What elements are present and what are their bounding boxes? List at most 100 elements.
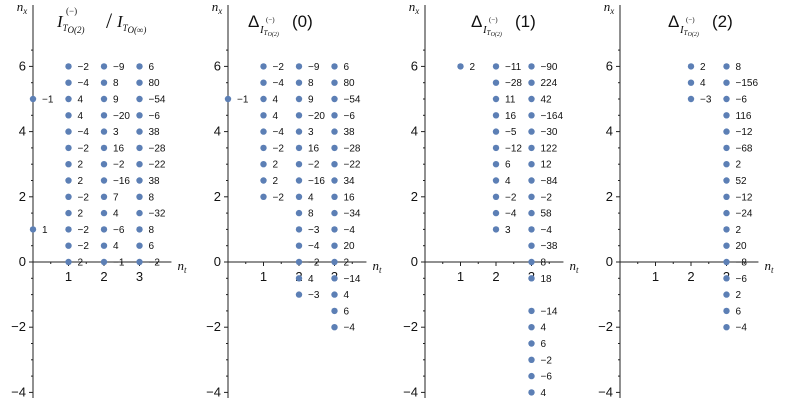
data-label: 4 [541, 323, 547, 334]
data-label: −3 [308, 290, 320, 301]
data-point [100, 177, 108, 184]
data-label: 42 [541, 95, 553, 106]
data-point [528, 177, 535, 184]
data-point [295, 161, 303, 168]
data-point [723, 193, 730, 200]
data-point [331, 161, 338, 168]
data-label: 3 [505, 225, 511, 236]
data-point [528, 372, 535, 380]
data-point [528, 258, 535, 266]
data-label: 80 [344, 78, 356, 89]
data-label: −5 [505, 127, 517, 138]
data-point [687, 63, 695, 70]
data-label: 7 [113, 192, 119, 203]
data-point [528, 144, 535, 152]
data-label: 9 [308, 95, 314, 106]
data-label: 3 [308, 127, 314, 138]
data-label: 4 [113, 209, 119, 220]
data-label: −12 [505, 143, 522, 154]
data-point [331, 193, 338, 200]
y-tick-label: 2 [19, 189, 26, 204]
data-label: 2 [470, 62, 476, 73]
data-point [136, 242, 143, 249]
data-point [65, 63, 72, 70]
data-point [100, 144, 108, 152]
data-point [528, 63, 535, 70]
svg-text:ITO(2): ITO(2) [679, 24, 699, 38]
data-label: −1 [42, 95, 54, 106]
svg-text:(−): (−) [686, 16, 695, 24]
data-label: −2 [78, 225, 90, 236]
data-point [528, 209, 535, 217]
x-axis-label: nt [764, 258, 774, 275]
x-tick-label: 2 [492, 269, 499, 284]
data-point [492, 226, 500, 233]
y-tick-label: 4 [19, 124, 26, 139]
data-label: 116 [736, 111, 752, 122]
data-label: −22 [344, 160, 361, 171]
data-point [65, 128, 72, 135]
data-point [723, 112, 730, 119]
data-point [492, 177, 500, 184]
data-point [492, 209, 500, 217]
data-point [260, 177, 267, 184]
data-point [136, 95, 143, 103]
data-label: 4 [308, 192, 314, 203]
data-label: −2 [78, 62, 90, 73]
data-point [687, 95, 695, 103]
data-point [295, 226, 303, 233]
panel-1-title: ITO(2) (−) / ITO(∞) [56, 6, 146, 35]
data-point [260, 128, 267, 135]
x-tick-label: 1 [457, 269, 464, 284]
data-label: −4 [273, 127, 285, 138]
y-tick-label: 4 [411, 124, 418, 139]
data-label: −3 [700, 95, 712, 106]
data-point [723, 226, 730, 233]
data-point [295, 79, 303, 86]
panel-3-title: Δ ITO(2) (−) (1) [471, 12, 536, 38]
data-label: −4 [344, 225, 356, 236]
data-point [528, 128, 535, 135]
data-label: −4 [344, 323, 356, 334]
y-tick-label: −2 [206, 319, 221, 334]
data-label: −2 [308, 160, 320, 171]
data-label: −6 [344, 111, 356, 122]
data-point [136, 193, 143, 200]
y-axis-label: nx [604, 0, 615, 16]
data-point [331, 275, 338, 282]
data-label: −24 [736, 209, 753, 220]
data-label: −12 [736, 127, 753, 138]
svg-text:(−): (−) [489, 16, 498, 24]
data-label: 58 [541, 209, 553, 220]
y-tick-label: −2 [403, 319, 418, 334]
data-label: −14 [344, 274, 361, 285]
data-label: 52 [736, 176, 748, 187]
data-label: 20 [736, 241, 748, 252]
data-point [100, 161, 108, 168]
data-point [295, 177, 303, 184]
data-label: 8 [308, 209, 314, 220]
data-label: 6 [541, 339, 547, 350]
data-label: 2 [273, 176, 279, 187]
data-label: 8 [149, 192, 155, 203]
data-point [528, 112, 535, 119]
data-label: 2 [78, 209, 84, 220]
data-label: 2 [78, 258, 84, 269]
x-axis-label: nt [177, 258, 187, 275]
data-point [331, 177, 338, 184]
data-point [492, 161, 500, 168]
data-label: −8 [736, 258, 748, 269]
data-point [260, 95, 267, 103]
data-label: 6 [736, 306, 742, 317]
data-point [260, 79, 267, 86]
data-label: 16 [505, 111, 517, 122]
data-point [723, 144, 730, 152]
data-point [295, 63, 303, 70]
svg-text:(1): (1) [515, 12, 536, 31]
data-label: 4 [113, 241, 119, 252]
data-point [492, 112, 500, 119]
data-point [260, 161, 267, 168]
data-label: −28 [149, 143, 166, 154]
data-point [457, 63, 464, 70]
data-point [136, 112, 143, 119]
